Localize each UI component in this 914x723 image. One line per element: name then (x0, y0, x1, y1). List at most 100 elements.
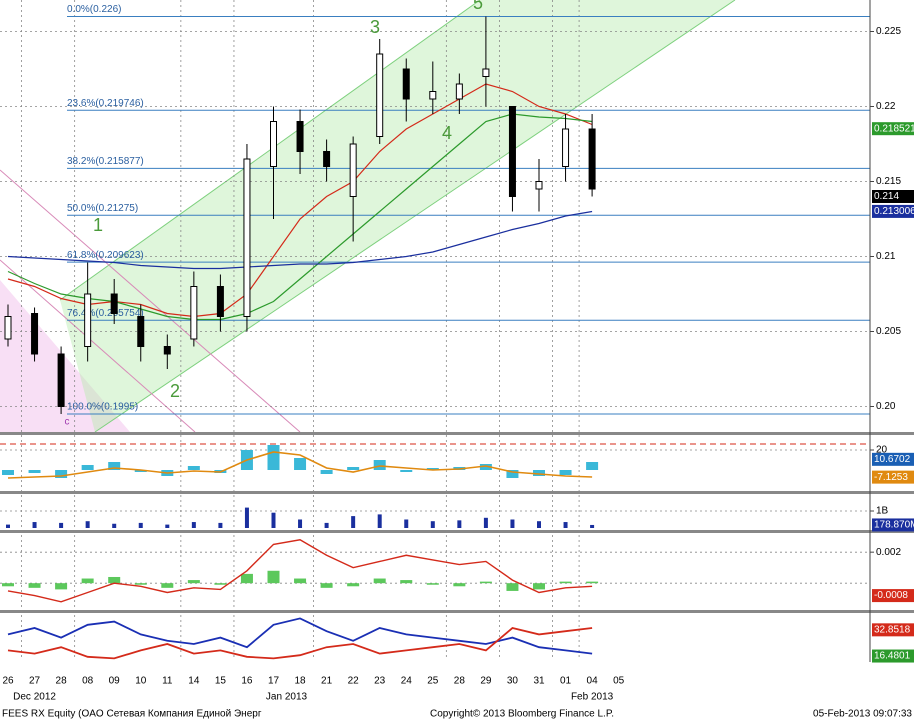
x-tick-label: 16 (241, 676, 253, 687)
value-tag-label: 0.213006 (874, 206, 914, 217)
candle-body (588, 128, 596, 190)
value-tag-label: 0.214 (874, 191, 899, 202)
macd-bar (373, 578, 386, 584)
macd-bar (108, 576, 121, 584)
macd-bar (347, 583, 360, 587)
line (7, 627, 593, 660)
macd-bar (267, 570, 280, 584)
x-tick-label: 10 (135, 676, 147, 687)
volume-bar (510, 519, 515, 528)
x-tick-label: 30 (507, 676, 519, 687)
x-tick-label: 09 (109, 676, 121, 687)
macd-bar (533, 583, 545, 590)
histogram-bar (479, 464, 492, 470)
candle-body (429, 91, 437, 100)
month-label: Jan 2013 (266, 692, 308, 703)
trend-line (0, 259, 196, 433)
volume-bar (377, 514, 382, 528)
x-tick-label: 31 (533, 676, 545, 687)
candle-body (482, 68, 490, 77)
line (7, 451, 593, 479)
histogram-bar (533, 470, 545, 476)
macd-bar (161, 583, 174, 588)
value-tag (872, 190, 914, 203)
line (7, 113, 593, 321)
value-tag-label: 10.6702 (874, 454, 911, 465)
histogram-bar (586, 462, 599, 470)
candle-body (216, 286, 224, 317)
wave-label: 3 (370, 17, 380, 37)
value-tag-label: 0.218521 (874, 123, 914, 134)
volume-bar (351, 516, 356, 528)
value-tag (872, 204, 914, 218)
footer-copyright: Copyright© 2013 Bloomberg Finance L.P. (430, 709, 614, 720)
candle-body (562, 128, 570, 167)
macd-bar (586, 581, 599, 584)
histogram-bar (55, 470, 68, 478)
volume-bar (85, 521, 90, 528)
histogram-bar (81, 465, 94, 470)
volume-bar (563, 522, 568, 528)
volume-bar (59, 522, 64, 528)
macd-bar (134, 583, 147, 585)
volume-bar (32, 522, 37, 528)
candle-body (323, 151, 331, 167)
fib-label: 100.0%(0.1995) (67, 402, 138, 413)
footer-ticker: FEES RX Equity (OAO Сетевая Компания Еди… (2, 709, 262, 720)
wave-label: 5 (473, 0, 483, 13)
x-tick-label: 14 (188, 676, 200, 687)
histogram-bar (373, 460, 386, 470)
candle-body (137, 316, 145, 347)
wave-label: 2 (170, 381, 180, 401)
y-tick-label: 0.002 (876, 547, 901, 558)
candle-body (110, 293, 118, 314)
macd-bar (320, 583, 333, 588)
volume-bar (218, 522, 223, 528)
macd-bar (294, 578, 307, 584)
channel (60, 0, 735, 432)
candle-body (376, 53, 384, 137)
x-tick-label: 27 (29, 676, 41, 687)
plots: 0.200.2050.210.2150.220.2250.0%(0.226)23… (0, 0, 914, 703)
histogram-bar (347, 467, 360, 470)
macd-bar (81, 578, 94, 584)
fib-label: 0.0%(0.226) (67, 4, 121, 15)
line (7, 210, 593, 270)
volume-bar (165, 524, 170, 528)
candle-body (243, 158, 251, 317)
volume-bar (191, 522, 196, 528)
footer-timestamp: 05-Feb-2013 09:07:33 (813, 709, 912, 720)
candle-body (163, 346, 171, 355)
histogram-bar (108, 462, 121, 470)
wave-label: 1 (93, 215, 103, 235)
value-tag (872, 518, 914, 532)
x-tick-label: 28 (56, 676, 68, 687)
y-tick-label: 0.225 (876, 26, 901, 37)
histogram-bar (559, 470, 572, 475)
panel-separator (0, 530, 914, 533)
candle-body (57, 353, 65, 407)
histogram-bar (506, 470, 519, 478)
candle-body (4, 316, 12, 340)
x-tick-label: 21 (321, 676, 333, 687)
value-tag (872, 649, 914, 663)
macd-bar (2, 583, 14, 587)
fib-label: 23.6%(0.219746) (67, 98, 144, 109)
y-tick-label: 20 (876, 445, 888, 456)
macd-bar (240, 573, 253, 584)
x-tick-label: 29 (480, 676, 492, 687)
wave-label: c (65, 417, 70, 428)
x-tick-label: 22 (348, 676, 360, 687)
fib-label: 61.8%(0.209623) (67, 250, 144, 261)
x-tick-label: 05 (613, 676, 625, 687)
panel-separator (0, 610, 914, 613)
wave-label: 4 (442, 123, 452, 143)
volume-bar (112, 523, 117, 528)
x-tick-label: 11 (162, 676, 173, 687)
macd-bar (55, 583, 68, 590)
value-tag (872, 452, 914, 466)
volume-bar (537, 521, 541, 528)
y-tick-label: 1B (876, 506, 889, 517)
histogram-bar (294, 458, 307, 470)
macd-bar (28, 583, 41, 588)
